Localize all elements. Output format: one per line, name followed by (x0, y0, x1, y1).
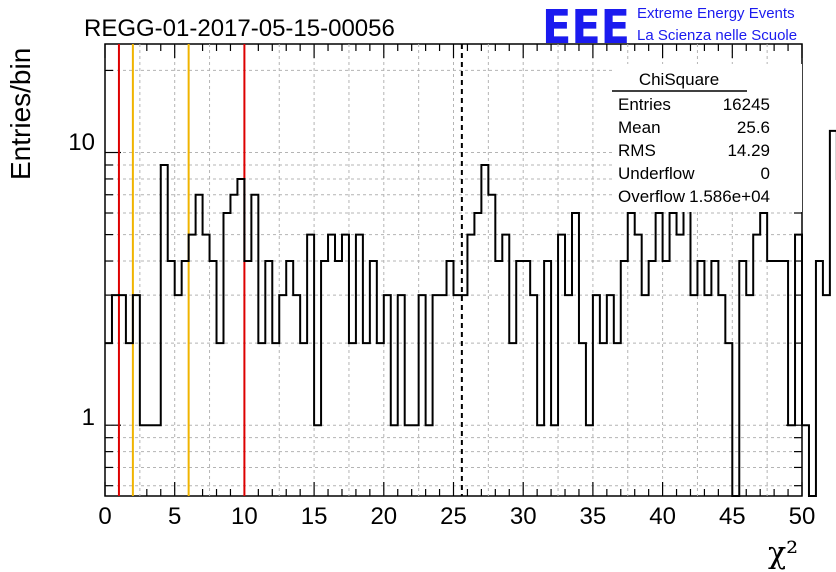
stats-value-overflow: 1.586e+04 (689, 187, 770, 206)
stats-value-underflow: 0 (761, 164, 770, 183)
x-tick-label: 15 (301, 503, 328, 530)
x-tick-label: 35 (580, 503, 607, 530)
stats-label-rms: RMS (618, 141, 656, 160)
grid (105, 44, 802, 496)
x-tick-label: 20 (370, 503, 397, 530)
stats-label-entries: Entries (618, 95, 671, 114)
eee-logo: EEE (542, 0, 630, 54)
stats-title: ChiSquare (639, 70, 719, 89)
x-tick-label: 5 (168, 503, 181, 530)
x-tick-label: 30 (510, 503, 537, 530)
stats-label-overflow: Overflow (618, 187, 686, 206)
stats-value-mean: 25.6 (737, 118, 770, 137)
stats-value-rms: 14.29 (727, 141, 770, 160)
x-axis-title: χ² (768, 536, 798, 571)
stats-box-background (612, 64, 802, 212)
vertical-markers (117, 44, 463, 496)
x-tick-label: 0 (98, 503, 111, 530)
x-tick-label: 50 (789, 503, 816, 530)
stats-label-mean: Mean (618, 118, 661, 137)
histogram-line (105, 129, 836, 497)
logo-line-1: Extreme Energy Events (637, 5, 795, 22)
stats-label-underflow: Underflow (618, 164, 695, 183)
logo-line-2: La Scienza nelle Scuole (637, 27, 797, 44)
x-tick-labels: 0 5 10 15 20 25 30 35 40 45 50 (98, 503, 815, 530)
x-tick-label: 40 (649, 503, 676, 530)
stats-box: ChiSquare Entries 16245 Mean 25.6 RMS 14… (612, 64, 802, 212)
y-tick-label-1: 1 (82, 404, 95, 431)
x-tick-label: 45 (719, 503, 746, 530)
stats-value-entries: 16245 (723, 95, 770, 114)
x-tick-label: 25 (440, 503, 467, 530)
x-tick-label: 10 (231, 503, 258, 530)
chart-title: REGG-01-2017-05-15-00056 (84, 15, 395, 42)
y-axis-title: Entries/bin (5, 48, 36, 180)
y-tick-label-10: 10 (68, 129, 95, 156)
